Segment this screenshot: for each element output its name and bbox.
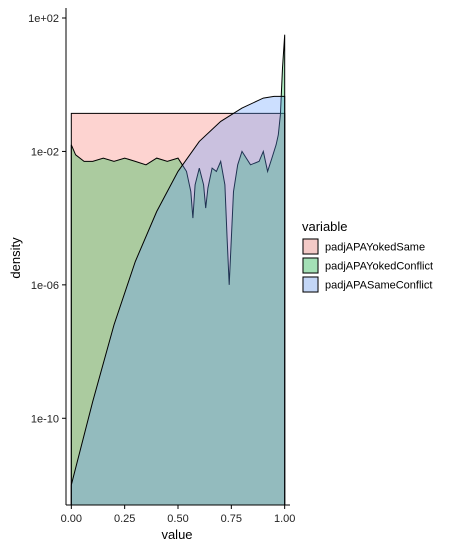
x-axis-title: value bbox=[161, 527, 192, 542]
x-ticks: 0.00 0.25 0.50 0.75 1.00 bbox=[61, 505, 295, 525]
legend-label: padjAPASameConflict bbox=[325, 280, 432, 292]
legend: variable padjAPAYokedSame padjAPAYokedCon… bbox=[302, 219, 433, 293]
legend-title: variable bbox=[302, 219, 348, 234]
x-tick-label: 0.25 bbox=[114, 513, 135, 525]
y-tick-label: 1e-10 bbox=[31, 413, 59, 425]
area-padjAPASameConflict bbox=[70, 95, 286, 506]
y-tick-label: 1e+02 bbox=[28, 13, 59, 25]
legend-swatch bbox=[302, 276, 319, 293]
y-tick-label: 1e-02 bbox=[31, 146, 59, 158]
area-padjAPAYokedConflict bbox=[70, 34, 286, 506]
legend-label: padjAPAYokedSame bbox=[325, 242, 425, 254]
legend-key-bg bbox=[302, 238, 319, 255]
x-tick-label: 0.75 bbox=[221, 513, 242, 525]
density-areas bbox=[70, 34, 286, 506]
legend-key-bg bbox=[302, 257, 319, 274]
legend-swatch bbox=[302, 257, 319, 274]
legend-swatch bbox=[302, 238, 319, 255]
legend-key-bg bbox=[302, 276, 319, 293]
y-axis-title: density bbox=[8, 237, 23, 279]
legend-label: padjAPAYokedConflict bbox=[325, 261, 433, 273]
y-ticks: 1e+02 1e-02 1e-06 1e-10 bbox=[28, 13, 66, 425]
x-tick-label: 0.50 bbox=[167, 513, 188, 525]
y-tick-label: 1e-06 bbox=[31, 280, 59, 292]
x-tick-label: 0.00 bbox=[61, 513, 82, 525]
x-tick-label: 1.00 bbox=[274, 513, 295, 525]
